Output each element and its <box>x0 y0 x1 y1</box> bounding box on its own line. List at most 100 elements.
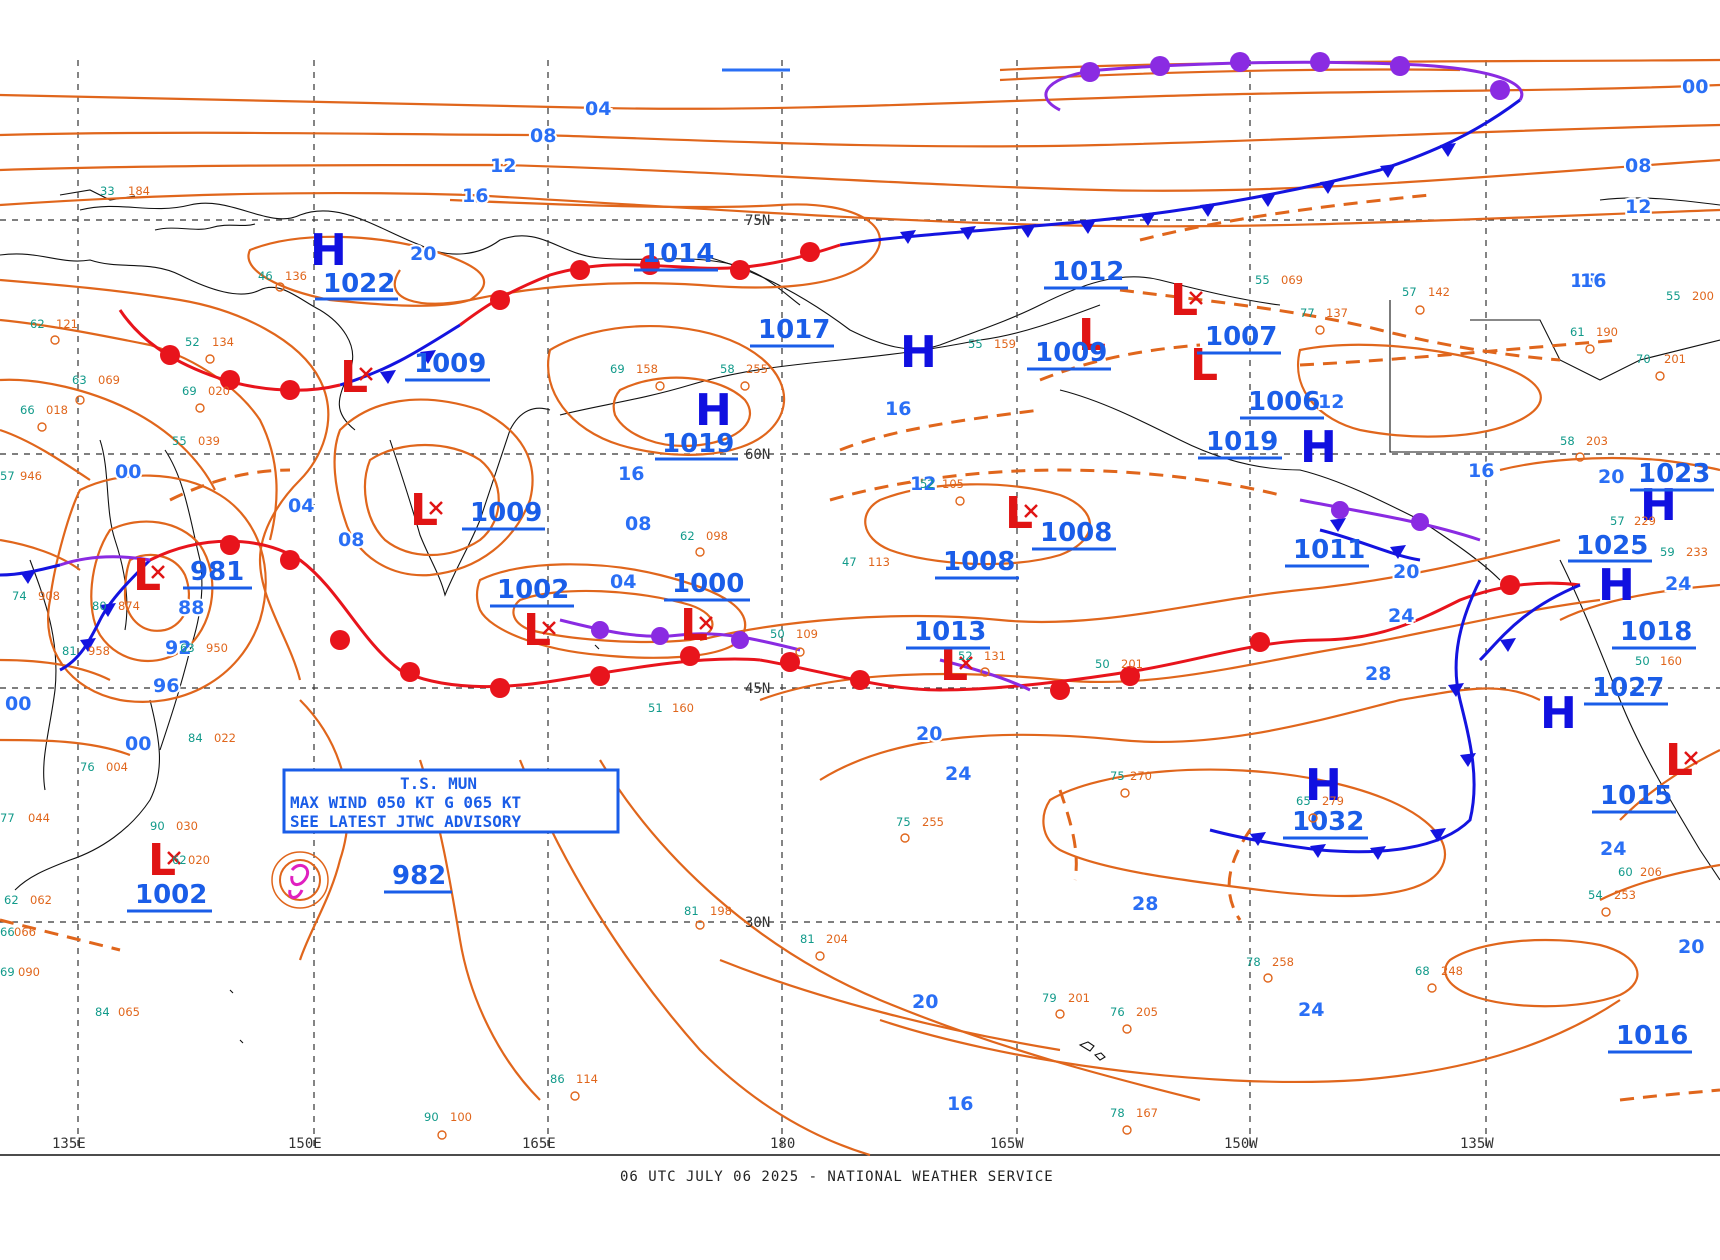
svg-text:84: 84 <box>188 731 203 745</box>
svg-text:982: 982 <box>392 861 446 891</box>
high-center: H 1019 <box>655 385 738 461</box>
svg-text:50: 50 <box>770 627 785 641</box>
latitude-labels: 75N 60N 45N 30N <box>745 213 770 931</box>
station-plot: 50 109 <box>770 627 818 641</box>
svg-text:59: 59 <box>1660 545 1675 559</box>
isobar-label: 04 <box>288 495 314 517</box>
tropical-storm-mun-symbol <box>271 851 329 909</box>
isobar-label: 24 <box>1600 838 1626 860</box>
svg-text:55: 55 <box>172 434 187 448</box>
svg-text:H: H <box>1540 688 1577 739</box>
svg-text:1019: 1019 <box>662 429 734 459</box>
svg-text:78: 78 <box>1110 1106 1125 1120</box>
low-center: L 1007 <box>1190 322 1281 391</box>
svg-text:62: 62 <box>4 893 19 907</box>
svg-text:065: 065 <box>118 1005 140 1019</box>
svg-text:52: 52 <box>920 477 935 491</box>
svg-text:55: 55 <box>1255 273 1270 287</box>
isobar-label: 16 <box>947 1093 973 1115</box>
isobar-label: 16 <box>462 185 488 207</box>
station-plot: 75 255 <box>896 815 944 829</box>
svg-text:68: 68 <box>1415 964 1430 978</box>
svg-text:L: L <box>1190 340 1218 391</box>
svg-text:203: 203 <box>1586 434 1608 448</box>
station-plot: 84 065 <box>95 1005 140 1019</box>
isobar-label: 04 <box>585 98 611 120</box>
svg-text:069: 069 <box>1281 273 1303 287</box>
isobar-label: 08 <box>338 529 364 551</box>
svg-text:52: 52 <box>185 335 200 349</box>
station-plot: 77 137 <box>1300 306 1348 320</box>
svg-text:069: 069 <box>98 373 120 387</box>
svg-text:H: H <box>695 385 732 436</box>
svg-text:180: 180 <box>770 1136 795 1152</box>
isobar-label: 28 <box>1132 893 1158 915</box>
svg-text:255: 255 <box>746 362 768 376</box>
svg-text:69: 69 <box>610 362 625 376</box>
svg-text:131: 131 <box>984 649 1006 663</box>
isobar-label: 12 <box>490 155 516 177</box>
low-center: L 1008 <box>1005 488 1116 551</box>
high-center: H 1023 <box>1630 459 1714 531</box>
svg-text:205: 205 <box>1136 1005 1158 1019</box>
tropical-storm-advisory-box: T.S. MUN MAX WIND 050 KT G 065 KT SEE LA… <box>282 768 620 834</box>
isobar-label: 16 <box>1570 270 1596 292</box>
svg-text:135W: 135W <box>1460 1136 1494 1152</box>
station-plot: 69 158 <box>610 362 658 376</box>
svg-text:200: 200 <box>1692 289 1714 303</box>
svg-text:201: 201 <box>1121 657 1143 671</box>
station-plot: 33 184 <box>100 184 150 198</box>
isobar-label: 04 <box>610 571 636 593</box>
svg-text:33: 33 <box>100 184 115 198</box>
svg-text:114: 114 <box>576 1072 598 1086</box>
svg-text:58: 58 <box>720 362 735 376</box>
isobar-label: 88 <box>178 597 204 619</box>
svg-text:57: 57 <box>0 469 15 483</box>
isobar-label: 24 <box>1665 573 1691 595</box>
low-center: L 1002 <box>127 835 212 913</box>
station-plot: 61 190 <box>1570 325 1618 339</box>
svg-text:158: 158 <box>636 362 658 376</box>
station-plot: 81 958 <box>62 644 110 658</box>
isobar-label: 16 <box>1468 460 1494 482</box>
svg-text:100: 100 <box>450 1110 472 1124</box>
svg-text:54: 54 <box>1588 888 1603 902</box>
svg-text:113: 113 <box>868 555 890 569</box>
svg-text:121: 121 <box>56 317 78 331</box>
pressure-label: 1008 <box>935 547 1019 580</box>
svg-text:908: 908 <box>38 589 60 603</box>
low-center: L 1000 <box>664 569 750 651</box>
station-plot: 77 044 <box>0 811 50 825</box>
svg-text:H: H <box>1305 760 1342 811</box>
isobar-label: 24 <box>1298 999 1324 1021</box>
svg-text:020: 020 <box>188 853 210 867</box>
isobar-labels: 04 08 12 16 20 00 04 08 00 88 92 96 00 0… <box>3 74 1710 1117</box>
high-center: H 1019 <box>1198 422 1337 473</box>
pressure-label: 1014 <box>634 239 718 272</box>
svg-text:75: 75 <box>1110 769 1125 783</box>
low-center: L 1009 <box>340 349 490 403</box>
isobar-label: 20 <box>912 991 938 1013</box>
svg-text:946: 946 <box>20 469 42 483</box>
svg-text:51: 51 <box>648 701 663 715</box>
svg-text:45N: 45N <box>745 681 770 697</box>
station-plot: 81 204 <box>800 932 848 946</box>
svg-text:066: 066 <box>14 925 36 939</box>
station-plot: 63 950 <box>180 641 228 655</box>
svg-text:1008: 1008 <box>943 547 1015 577</box>
station-plot: 62 062 <box>4 893 52 907</box>
svg-text:134: 134 <box>212 335 234 349</box>
front-symbols <box>20 52 1520 860</box>
station-plot: 79 201 <box>1042 991 1090 1005</box>
svg-text:76: 76 <box>1110 1005 1125 1019</box>
svg-text:1016: 1016 <box>1616 1021 1688 1051</box>
high-pressure-centers: H 1022 H 1019 H 1032 H 1027 H 1025 H 102… <box>310 225 1714 840</box>
central-pressures: 1014 1017 1006 1011 1008 1016 982 <box>384 239 1692 1054</box>
station-plot: 78 167 <box>1110 1106 1158 1120</box>
station-plot: 65 279 <box>1296 794 1344 808</box>
station-plot: 74 908 <box>12 589 60 603</box>
isobar-label: 12 <box>1318 391 1344 413</box>
station-plot: 50 160 <box>1635 654 1682 668</box>
svg-text:50: 50 <box>1635 654 1650 668</box>
svg-text:1012: 1012 <box>1052 257 1124 287</box>
